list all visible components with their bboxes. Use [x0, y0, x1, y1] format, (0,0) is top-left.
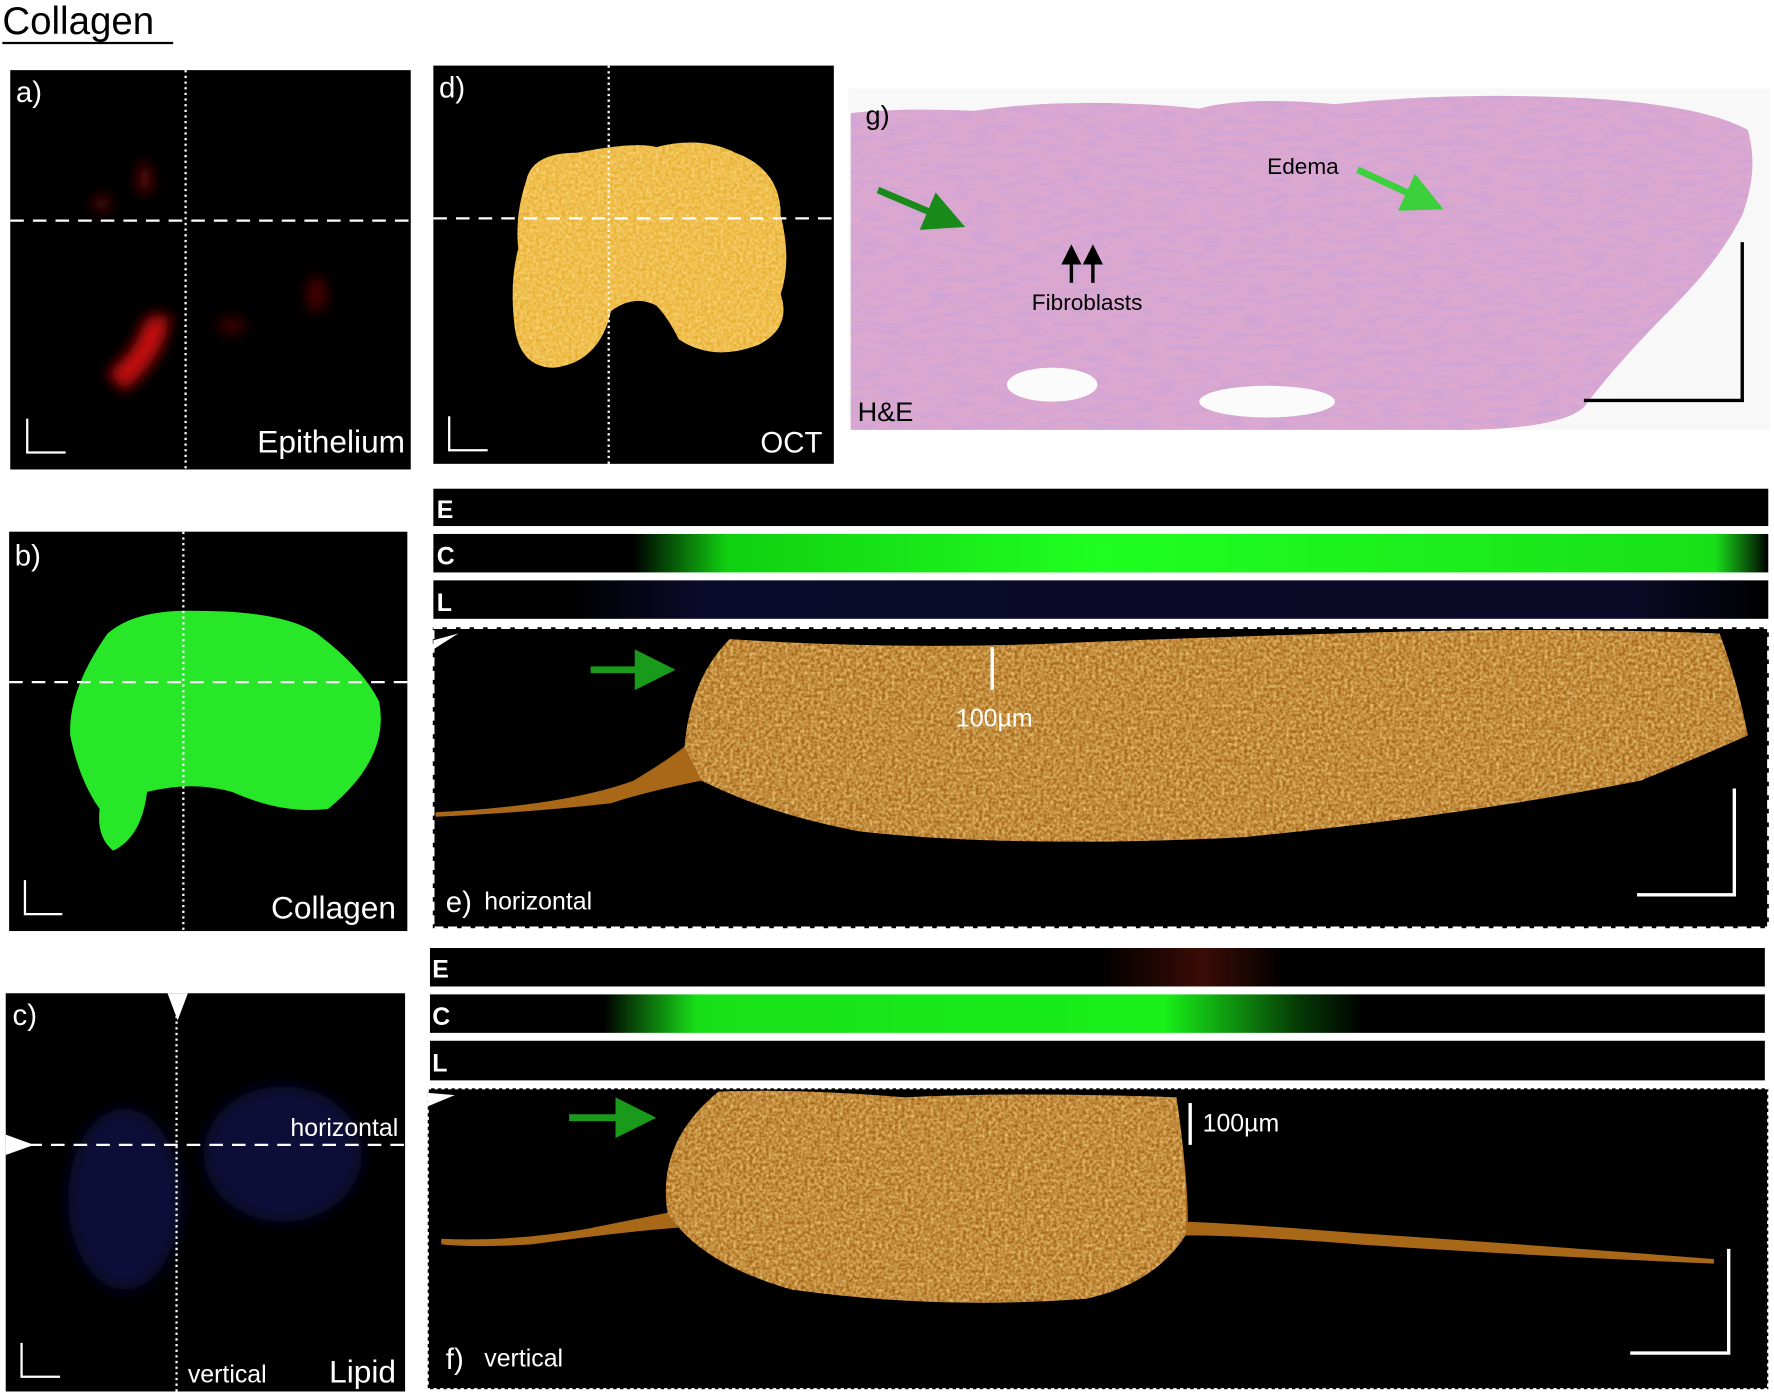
panel-a: a) Epithelium [10, 70, 411, 470]
bar-e [429, 948, 1765, 987]
gap [1006, 367, 1098, 402]
oct-texture [665, 1090, 1187, 1303]
bars-e: E C L [433, 488, 1769, 619]
bar-l [433, 580, 1769, 619]
oct-texture [512, 142, 787, 368]
marker [167, 993, 188, 1021]
panel-label: e) [446, 886, 472, 919]
panel-label: b) [15, 540, 41, 573]
scale-label: 100µm [1203, 1109, 1280, 1137]
collagen-signal [70, 610, 381, 851]
marker [433, 633, 459, 650]
scale-bar [1583, 242, 1744, 403]
panel-border [432, 626, 1770, 929]
panel-f: 100µm f) vertical [426, 1087, 1770, 1391]
bar-c [429, 994, 1765, 1033]
channel-label: Collagen [271, 890, 396, 926]
bar-label: L [437, 589, 452, 617]
annotation: Edema [1267, 154, 1339, 179]
scale-bar [23, 880, 63, 916]
annotation: Fibroblasts [1032, 290, 1143, 315]
direction-label: horizontal [290, 1114, 398, 1142]
panel-b: b) Collagen [9, 531, 408, 932]
epithelium-signal [92, 162, 326, 391]
oct-texture [684, 629, 1748, 842]
panel-label: g) [866, 99, 890, 130]
scale-bar [1630, 1248, 1731, 1355]
panel-bg [10, 70, 411, 470]
bars-f: E C L [429, 948, 1765, 1081]
scale-label: 100µm [956, 704, 1033, 732]
panel-name: horizontal [484, 888, 592, 916]
bar-label: C [437, 543, 455, 571]
panel-label: f) [446, 1343, 464, 1376]
marker [427, 1092, 455, 1107]
scale-bar [1637, 788, 1737, 897]
arrow [876, 186, 966, 230]
marker [5, 1134, 35, 1156]
panel-border [426, 1087, 1770, 1391]
bar-e [433, 488, 1769, 527]
channel-label: OCT [760, 427, 822, 460]
gap [1199, 385, 1335, 418]
panel-c: c) horizontal vertical Lipid [5, 993, 406, 1392]
bar-c [433, 533, 1769, 573]
panel-e: 100µm e) horizontal [432, 626, 1770, 929]
bar-label: E [437, 496, 454, 524]
panel-label: c) [13, 999, 38, 1032]
direction-label: vertical [188, 1360, 267, 1388]
channel-label: Lipid [329, 1353, 396, 1389]
bar-label: L [432, 1049, 447, 1077]
bar-label: C [432, 1003, 450, 1031]
channel-label: Epithelium [257, 424, 405, 460]
lipid-signal [67, 1086, 363, 1290]
bar-label: E [432, 955, 449, 983]
tissue-texture [850, 95, 1753, 430]
scale-bar [20, 1342, 61, 1378]
panel-g: g) Edema Fibroblasts H&E [848, 88, 1771, 430]
arrow [1356, 166, 1444, 211]
stain-label: H&E [858, 396, 914, 427]
bar-l [429, 1040, 1765, 1081]
scale-bar [26, 418, 66, 454]
panel-d: d) OCT [433, 65, 834, 464]
figure-title: Collagen [2, 0, 154, 43]
panel-label: a) [16, 76, 42, 109]
scale-bar [448, 416, 488, 452]
panel-label: d) [439, 71, 465, 104]
panel-name: vertical [484, 1345, 563, 1373]
